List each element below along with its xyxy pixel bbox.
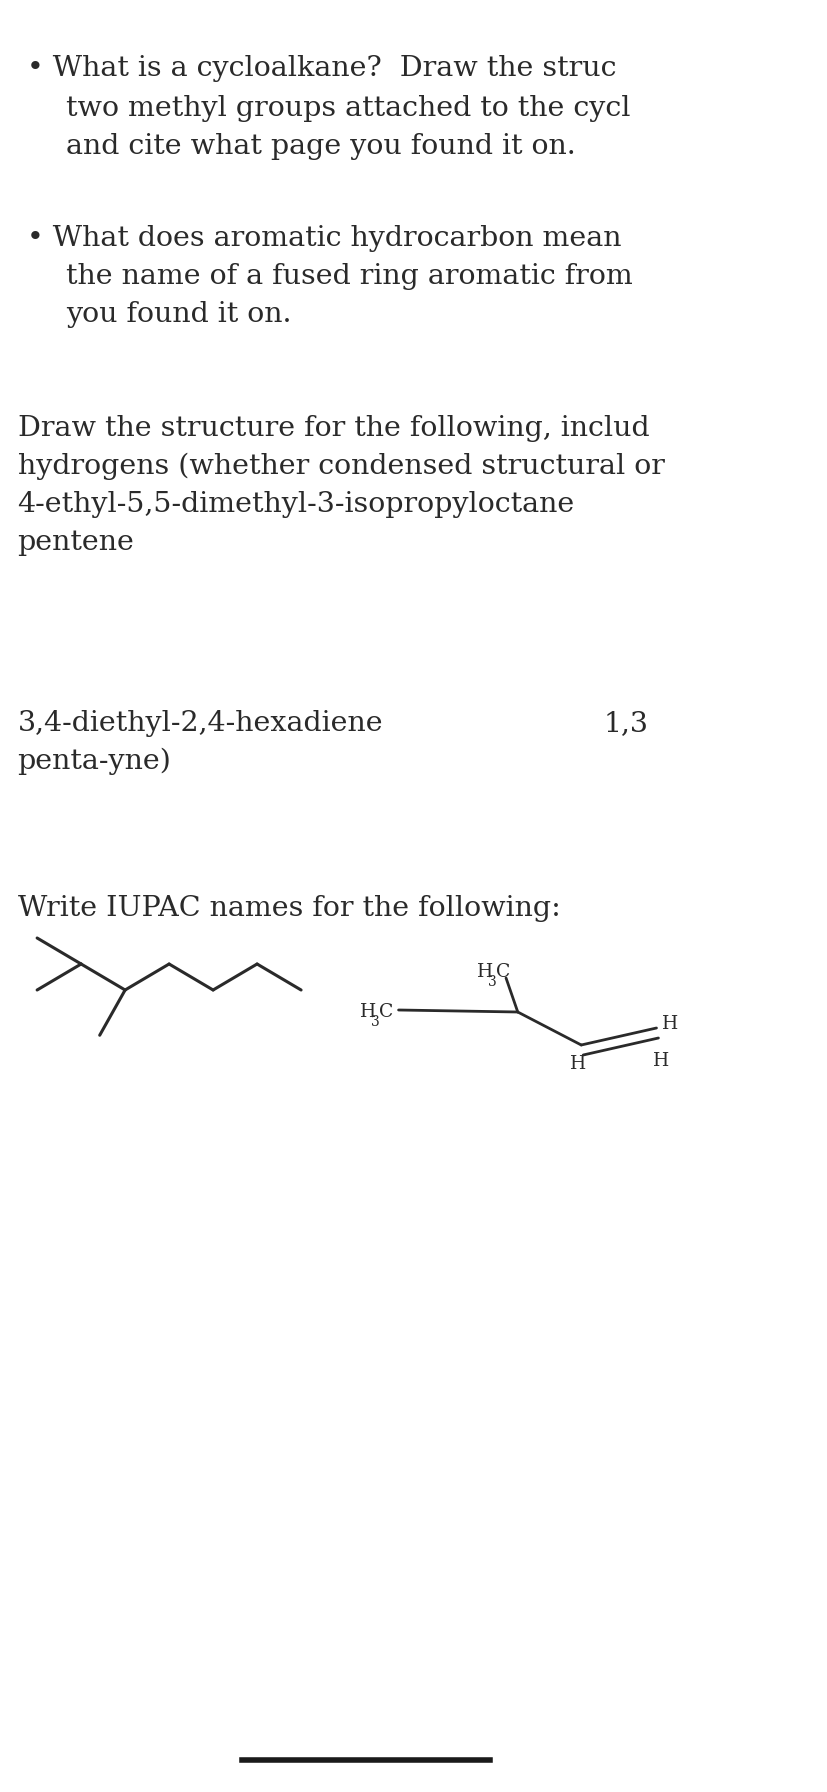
Text: you found it on.: you found it on. xyxy=(66,301,292,328)
Text: H: H xyxy=(476,962,492,980)
Text: hydrogens (whether condensed structural or: hydrogens (whether condensed structural … xyxy=(17,453,663,480)
Text: • What is a cycloalkane?  Draw the struc: • What is a cycloalkane? Draw the struc xyxy=(27,56,616,82)
Text: penta-yne): penta-yne) xyxy=(17,747,171,776)
Text: C: C xyxy=(495,962,510,980)
Text: two methyl groups attached to the cycl: two methyl groups attached to the cycl xyxy=(66,95,630,122)
Text: 3: 3 xyxy=(488,975,496,989)
Text: 4-ethyl-5,5-dimethyl-3-isopropyloctane: 4-ethyl-5,5-dimethyl-3-isopropyloctane xyxy=(17,491,574,518)
Text: 1,3: 1,3 xyxy=(603,710,648,737)
Text: the name of a fused ring aromatic from: the name of a fused ring aromatic from xyxy=(66,263,633,290)
Text: 3,4-diethyl-2,4-hexadiene: 3,4-diethyl-2,4-hexadiene xyxy=(17,710,383,737)
Text: H: H xyxy=(662,1014,678,1032)
Text: H: H xyxy=(569,1055,585,1073)
Text: Write IUPAC names for the following:: Write IUPAC names for the following: xyxy=(17,894,560,923)
Text: C: C xyxy=(379,1004,393,1021)
Text: and cite what page you found it on.: and cite what page you found it on. xyxy=(66,133,576,159)
Text: 3: 3 xyxy=(370,1014,380,1029)
Text: • What does aromatic hydrocarbon mean: • What does aromatic hydrocarbon mean xyxy=(27,226,621,253)
Text: H: H xyxy=(652,1052,668,1070)
Text: H: H xyxy=(359,1004,375,1021)
Text: Draw the structure for the following, includ: Draw the structure for the following, in… xyxy=(17,416,648,443)
Text: pentene: pentene xyxy=(17,529,134,556)
